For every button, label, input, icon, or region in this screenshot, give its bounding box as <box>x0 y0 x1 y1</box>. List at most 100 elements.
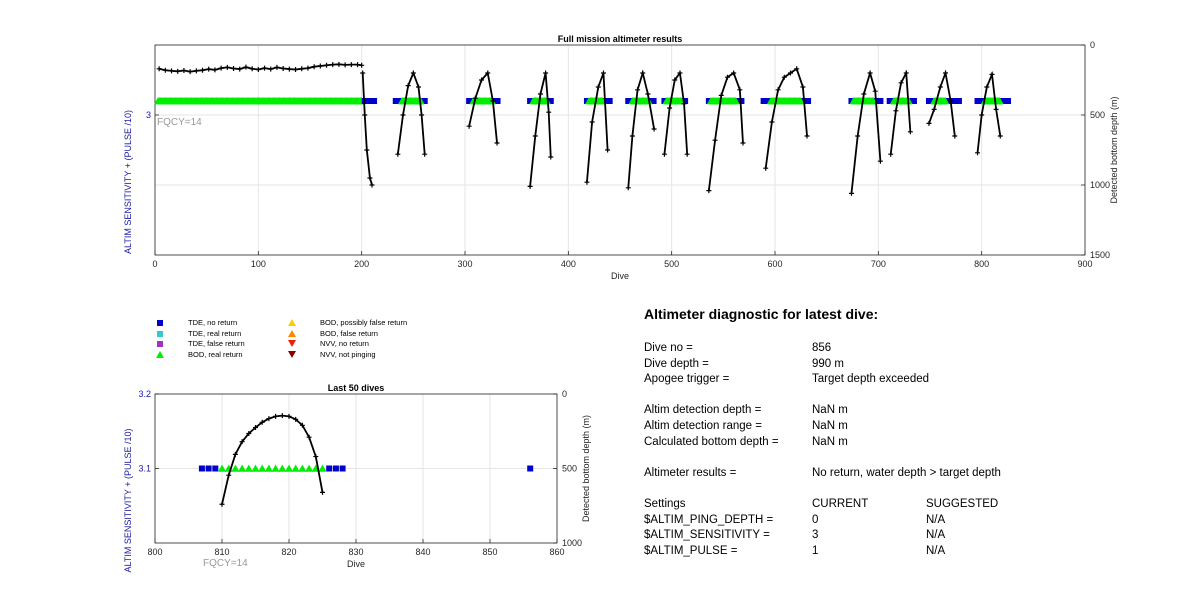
diagnostic-label: Settings <box>644 497 686 510</box>
depth-point <box>943 70 948 76</box>
depth-point <box>400 112 406 118</box>
bod-real-return-marker <box>231 464 240 472</box>
diagnostic-value: NaN m <box>812 404 848 417</box>
bod-real-return-marker <box>218 464 226 472</box>
tde-no-return-marker <box>606 98 613 104</box>
depth-point <box>794 66 800 72</box>
depth-point <box>237 66 243 72</box>
depth-point <box>206 66 212 72</box>
depth-point <box>769 119 775 125</box>
bod-real-return-marker <box>542 97 551 105</box>
last-50-dives-chart: 800 810 820 830 840 850 860 3.1 3.2 0 500 1000 Last … <box>123 383 591 572</box>
full-mission-chart: 0100200300400500600700800900340500100015… <box>123 34 1119 281</box>
depth-point <box>684 151 690 157</box>
legend-label: TDE, false return <box>188 339 245 348</box>
legend-marker <box>282 329 302 338</box>
depth-point <box>311 64 317 70</box>
depth-point <box>903 70 909 76</box>
depth-point <box>187 69 193 75</box>
diagnostic-label: $ALTIM_PING_DEPTH = <box>644 513 774 526</box>
diagnostic-spacer <box>644 482 1184 498</box>
depth-point <box>527 183 533 189</box>
legend-marker <box>282 350 302 359</box>
depth-point <box>405 83 411 89</box>
depth-point <box>369 182 375 188</box>
depth-point <box>494 140 500 146</box>
depth-point <box>243 64 249 70</box>
x-tick-label: 0 <box>152 259 157 269</box>
depth-point <box>800 84 806 90</box>
bod-real-return-marker <box>291 464 300 472</box>
depth-point <box>226 472 232 478</box>
depth-point <box>360 70 366 76</box>
depth-point <box>342 62 348 68</box>
diagnostic-panel: Altimeter diagnostic for latest dive: Di… <box>644 306 1184 560</box>
x-tick-label: 840 <box>415 547 430 557</box>
depth-point <box>537 91 543 97</box>
diagnostic-rows: Dive no = 856 Dive depth = 990 m Apogee trig… <box>644 342 1184 560</box>
diagnostic-value: NaN m <box>812 435 848 448</box>
depth-point <box>286 66 292 72</box>
legend-item: TDE, false return <box>150 339 280 348</box>
diagnostic-label: Altimeter results = <box>644 466 737 479</box>
depth-point <box>993 106 999 112</box>
tde-no-return-marker <box>212 465 219 472</box>
tde-no-return-marker <box>339 465 346 472</box>
depth-point <box>175 68 181 74</box>
depth-point <box>737 87 743 93</box>
depth-point <box>249 66 255 72</box>
tde-no-return-marker <box>650 98 657 104</box>
depth-point <box>718 92 724 98</box>
depth-point <box>330 62 336 68</box>
diagnostic-row: Dive depth = 990 m <box>644 358 1184 374</box>
depth-point <box>667 105 673 111</box>
axes-box <box>154 44 1086 256</box>
legend-marker <box>150 329 170 338</box>
depth-point <box>266 416 272 422</box>
depth-point <box>359 62 365 68</box>
depth-point <box>336 61 342 67</box>
y-axis-label-left: ALTIM SENSITIVITY + (PULSE /10) <box>123 429 133 573</box>
depth-point <box>162 67 168 73</box>
legend-item: BOD, false return <box>282 329 412 338</box>
depth-point <box>286 413 292 419</box>
diagnostic-value: 990 m <box>812 357 844 370</box>
x-tick-label: 820 <box>281 547 296 557</box>
diagnostic-row: Settings CURRENT SUGGESTED <box>644 498 1184 514</box>
depth-point <box>661 151 667 157</box>
depth-point <box>855 133 861 139</box>
depth-point <box>600 70 606 76</box>
depth-point <box>645 91 651 97</box>
chart-title: Last 50 dives <box>328 383 385 393</box>
depth-point <box>651 126 657 132</box>
depth-point <box>605 147 611 153</box>
depth-point <box>253 425 258 431</box>
legend: TDE, no return TDE, real return TDE, false… <box>150 318 450 364</box>
depth-point <box>848 190 854 196</box>
depth-point <box>804 133 810 139</box>
depth-point <box>280 66 286 72</box>
depth-point <box>681 101 687 107</box>
depth-point <box>472 95 478 101</box>
y-axis-label-right: Detected bottom depth (m) <box>581 415 591 522</box>
depth-point <box>781 74 787 80</box>
depth-line <box>764 67 808 169</box>
depth-point <box>893 108 899 114</box>
y-tick-label-right: 500 <box>562 464 577 474</box>
tde-no-return-marker <box>421 98 428 104</box>
depth-point <box>239 439 245 445</box>
depth-point <box>543 70 549 76</box>
bod-real-return-marker <box>238 464 247 472</box>
diagnostic-value: 856 <box>812 342 832 354</box>
depth-line <box>361 72 373 186</box>
depth-point <box>948 98 954 104</box>
bod-real-return-marker <box>271 464 280 472</box>
diagnostic-row: $ALTIM_PULSE = 1 N/A <box>644 545 1184 561</box>
diagnostic-row: Altim detection range = NaN m <box>644 420 1184 436</box>
legend-marker <box>282 318 302 327</box>
depth-point <box>677 70 683 76</box>
diagnostic-value: No return, water depth > target depth <box>812 466 1001 479</box>
legend-item: NVV, no return <box>282 339 412 348</box>
bod-real-return-marker <box>285 464 293 472</box>
legend-label: NVV, not pinging <box>320 349 376 359</box>
